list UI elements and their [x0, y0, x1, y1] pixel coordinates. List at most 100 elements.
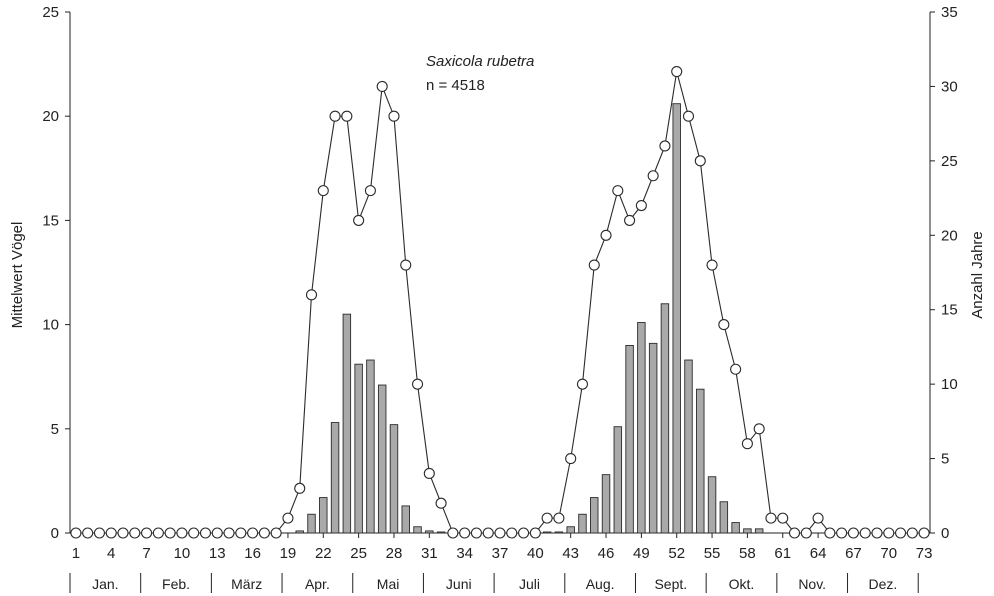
- line-marker: [447, 527, 459, 539]
- x-tick-label: 4: [107, 545, 115, 562]
- line-marker: [93, 527, 106, 539]
- y-left-tick-label: 5: [51, 421, 59, 438]
- line-marker: [211, 527, 223, 539]
- axes: 0 5 10 15 20 25 0 5 10 15 20 25 30 35 1 4 7 10 13 16 19 22 25 2…: [42, 4, 958, 593]
- line-marker: [871, 527, 883, 539]
- y-left-tick-label: 25: [42, 4, 59, 21]
- line-marker: [282, 512, 294, 524]
- line-marker: [247, 527, 259, 539]
- line-marker: [423, 467, 435, 480]
- annotation-species: Saxicola rubetra: [426, 53, 534, 70]
- line-marker: [765, 512, 777, 524]
- line-marker: [376, 80, 388, 92]
- line-marker: [329, 110, 341, 122]
- line-marker: [388, 110, 400, 122]
- bar: [648, 342, 658, 534]
- bar: [566, 526, 575, 534]
- line-marker: [906, 527, 918, 539]
- line-marker: [671, 65, 683, 78]
- x-tick-label: 1: [72, 545, 80, 562]
- line-marker: [859, 527, 871, 539]
- line-marker: [235, 527, 247, 539]
- line-marker: [411, 378, 424, 390]
- bar: [389, 424, 399, 534]
- bar: [554, 531, 564, 534]
- y-left-tick-label: 15: [42, 212, 59, 229]
- month-label: Sept.: [654, 576, 687, 592]
- month-label: Jan.: [92, 576, 118, 592]
- line-marker: [141, 527, 153, 539]
- bar: [354, 363, 363, 534]
- y-axis-label-left: Mittelwert Vögel: [9, 222, 26, 329]
- line-marker: [718, 319, 730, 331]
- line-marker: [624, 214, 636, 226]
- line-marker: [612, 185, 624, 197]
- line-series: [70, 65, 930, 539]
- y-right-tick-label: 10: [941, 376, 958, 393]
- month-label: Apr.: [305, 576, 330, 592]
- y-right-tick-label: 15: [941, 302, 958, 319]
- bar: [754, 528, 764, 534]
- line-marker: [565, 453, 577, 465]
- line-marker: [824, 527, 836, 539]
- line-marker: [364, 185, 376, 197]
- bar: [307, 513, 316, 534]
- x-tick-label: 25: [350, 545, 367, 562]
- bar: [660, 303, 670, 534]
- bar: [625, 344, 634, 534]
- years-line: [75, 71, 925, 534]
- bar: [613, 426, 623, 534]
- month-label: Nov.: [798, 576, 826, 592]
- x-tick-label: 37: [492, 545, 509, 562]
- bar: [672, 103, 681, 534]
- x-tick-label: 43: [562, 545, 579, 562]
- x-tick-label: 34: [456, 545, 473, 562]
- y-right-tick-label: 5: [941, 451, 949, 468]
- line-marker: [753, 423, 765, 435]
- x-tick-label: 70: [880, 545, 897, 562]
- bar: [731, 522, 740, 534]
- line-marker: [847, 527, 859, 539]
- bar: [684, 359, 693, 534]
- bar: [601, 474, 611, 534]
- line-marker: [117, 527, 129, 539]
- bar: [342, 313, 352, 534]
- month-label: Aug.: [586, 576, 615, 592]
- y-axis-label-right: Anzahl Jahre: [969, 231, 986, 319]
- line-marker: [894, 527, 907, 539]
- x-tick-label: 22: [315, 545, 332, 562]
- bar: [743, 528, 752, 534]
- bar: [377, 384, 387, 534]
- x-tick-label: 13: [209, 545, 226, 562]
- line-marker: [459, 527, 471, 539]
- x-tick-label: 73: [916, 545, 933, 562]
- line-marker: [188, 527, 200, 539]
- bar: [542, 531, 552, 534]
- y-right-tick-label: 30: [941, 78, 958, 95]
- line-marker: [70, 527, 82, 539]
- line-marker: [836, 527, 848, 539]
- line-marker: [918, 527, 930, 539]
- line-marker: [694, 155, 706, 167]
- line-marker: [223, 527, 235, 539]
- line-marker: [152, 527, 164, 539]
- line-marker: [294, 482, 306, 494]
- month-label: Okt.: [729, 576, 755, 592]
- line-marker: [305, 289, 318, 301]
- bar: [295, 530, 304, 534]
- bar: [425, 530, 434, 534]
- line-marker: [129, 527, 141, 539]
- line-marker: [553, 512, 565, 524]
- bar: [590, 497, 599, 534]
- line-marker: [541, 512, 553, 524]
- line-marker: [529, 527, 541, 539]
- line-marker: [164, 527, 176, 539]
- line-marker: [730, 363, 742, 375]
- month-label: Juli: [519, 576, 540, 592]
- x-tick-label: 16: [244, 545, 261, 562]
- line-marker: [470, 527, 482, 539]
- bar: [578, 513, 587, 534]
- line-marker: [258, 527, 270, 539]
- annotation-n: n = 4518: [426, 77, 485, 94]
- y-right-tick-label: 20: [941, 227, 958, 244]
